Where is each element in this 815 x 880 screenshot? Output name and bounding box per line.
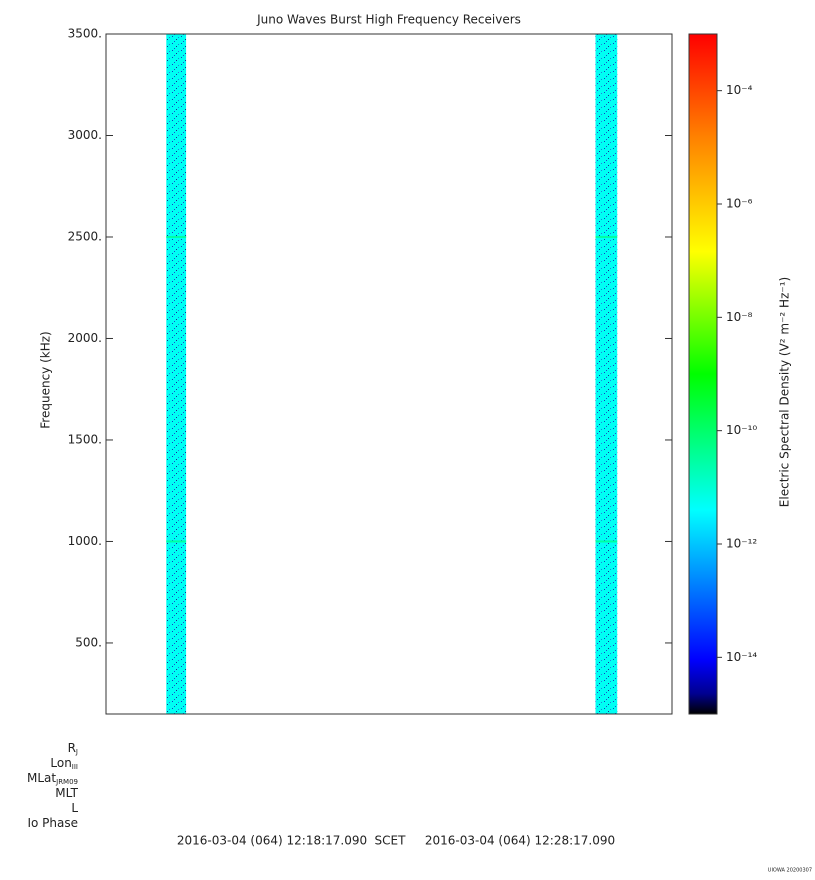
- plot-frame: [105, 33, 673, 715]
- ephemeris-label-main: MLT: [55, 786, 78, 800]
- ephemeris-label-main: L: [71, 801, 78, 815]
- y-axis-label: Frequency (kHz): [39, 331, 53, 428]
- burst-texture: [166, 34, 187, 714]
- ephemeris-label-main: Io Phase: [27, 816, 78, 830]
- ephemeris-label: MLatJRM09: [27, 771, 78, 787]
- y-tick-label: 500.: [75, 635, 102, 649]
- enhancement: [595, 235, 618, 238]
- ephemeris-label-sub: JRM09: [55, 778, 78, 786]
- credit: UIOWA 20200307: [768, 868, 812, 874]
- colorbar-tick-label: 10⁻⁸: [726, 310, 753, 324]
- y-tick-label: 3500.: [68, 27, 102, 41]
- ephemeris-label: RJ: [68, 741, 78, 757]
- ephemeris-label: LonIII: [50, 756, 78, 772]
- enhancement: [166, 540, 187, 543]
- colorbar-label: Electric Spectral Density (V² m⁻² Hz⁻¹): [778, 277, 792, 507]
- ephemeris-label: MLT: [55, 786, 78, 800]
- colorbar: [688, 33, 718, 715]
- footer-start: 2016-03-04 (064) 12:18:17.090: [177, 834, 367, 848]
- enhancement: [166, 235, 187, 238]
- ephemeris-label-sub: J: [75, 748, 78, 756]
- colorbar-tick-label: 10⁻¹²: [726, 537, 757, 551]
- ephemeris-label: Io Phase: [27, 816, 78, 830]
- y-tick-label: 2500.: [68, 229, 102, 243]
- footer-end: 2016-03-04 (064) 12:28:17.090: [425, 834, 615, 848]
- colorbar-tick-label: 10⁻⁶: [726, 197, 753, 211]
- chart-title: Juno Waves Burst High Frequency Receiver…: [256, 13, 521, 27]
- colorbar-tick-label: 10⁻¹⁴: [726, 650, 757, 664]
- burst-texture: [595, 34, 618, 714]
- colorbar-tick-label: 10⁻⁴: [726, 83, 753, 97]
- y-tick-label: 2000.: [68, 331, 102, 345]
- ephemeris-label: L: [71, 801, 78, 815]
- footer-system: SCET: [375, 834, 407, 848]
- ephemeris-label-main: Lon: [50, 756, 71, 770]
- ephemeris-label-sub: III: [72, 763, 78, 771]
- y-tick-label: 1500.: [68, 432, 102, 446]
- y-tick-label: 1000.: [68, 534, 102, 548]
- colorbar-tick-label: 10⁻¹⁰: [726, 423, 757, 437]
- enhancement: [595, 540, 618, 543]
- y-tick-label: 3000.: [68, 128, 102, 142]
- ephemeris-label-main: R: [68, 741, 76, 755]
- ephemeris-label-main: MLat: [27, 771, 56, 785]
